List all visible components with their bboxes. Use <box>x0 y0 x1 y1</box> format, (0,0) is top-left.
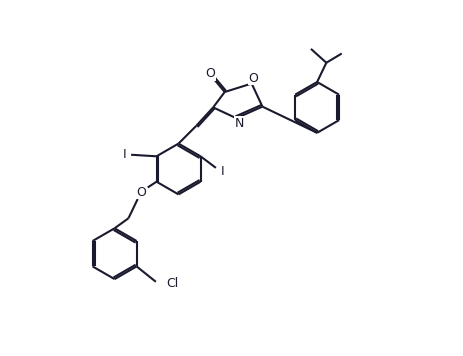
Text: I: I <box>123 148 126 161</box>
Text: O: O <box>205 67 214 80</box>
Text: O: O <box>248 72 257 85</box>
Text: N: N <box>234 117 244 130</box>
Text: I: I <box>220 165 224 178</box>
Text: Cl: Cl <box>166 277 179 290</box>
Text: O: O <box>136 185 146 199</box>
